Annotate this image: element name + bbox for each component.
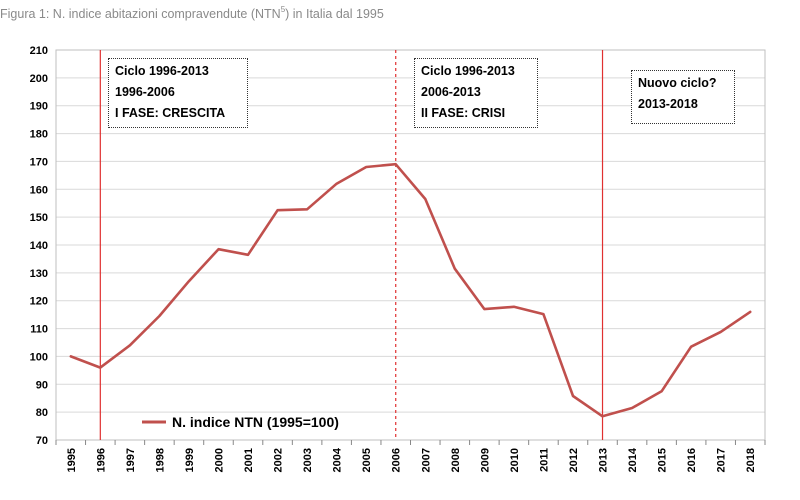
- caption-footnote-ref: 5: [280, 5, 286, 14]
- y-tick-label: 160: [30, 184, 48, 196]
- annotation-line: 2006-2013: [421, 85, 481, 99]
- y-tick-label: 180: [30, 129, 48, 141]
- annotation-new-cycle: Nuovo ciclo? 2013-2018: [631, 70, 735, 124]
- x-tick-label: 2016: [686, 448, 698, 472]
- y-tick-label: 190: [30, 101, 48, 113]
- caption-tail: ) in Italia dal 1995: [285, 7, 384, 22]
- x-tick-label: 2012: [568, 448, 580, 472]
- legend-label: N. indice NTN (1995=100): [172, 414, 339, 430]
- x-tick-label: 2017: [716, 448, 728, 472]
- annotation-line: Ciclo 1996-2013: [115, 64, 209, 78]
- series-line: [69, 162, 752, 418]
- y-tick-label: 70: [36, 435, 48, 447]
- annotation-line: I FASE: CRESCITA: [115, 106, 226, 120]
- x-tick-label: 2005: [361, 448, 373, 472]
- annotation-line: 1996-2006: [115, 85, 175, 99]
- y-tick-label: 210: [30, 45, 48, 57]
- x-tick-label: 2008: [450, 448, 462, 472]
- annotation-phase-2: Ciclo 1996-2013 2006-2013 II FASE: CRISI: [414, 58, 538, 128]
- x-tick-label: 1999: [184, 448, 196, 472]
- annotation-phase-1: Ciclo 1996-2013 1996-2006 I FASE: CRESCI…: [108, 58, 248, 128]
- x-tick-label: 1995: [66, 448, 78, 472]
- y-tick-label: 130: [30, 268, 48, 280]
- x-tick-label: 2006: [391, 448, 403, 472]
- y-tick-label: 80: [36, 407, 48, 419]
- x-tick-label: 2001: [243, 448, 255, 472]
- annotation-line: Nuovo ciclo?: [638, 76, 717, 90]
- annotation-line: 2013-2018: [638, 97, 698, 111]
- caption-main: Figura 1: N. indice abitazioni compraven…: [0, 7, 281, 22]
- y-tick-label: 150: [30, 212, 48, 224]
- x-tick-label: 2003: [302, 448, 314, 472]
- x-tick-label: 1997: [125, 448, 137, 472]
- y-tick-label: 110: [30, 324, 48, 336]
- x-tick-label: 2007: [420, 448, 432, 472]
- x-tick-label: 1998: [154, 448, 166, 472]
- x-tick-label: 2010: [509, 448, 521, 472]
- y-tick-label: 200: [30, 73, 48, 85]
- x-tick-label: 2015: [657, 448, 669, 472]
- y-tick-label: 170: [30, 156, 48, 168]
- annotation-line: II FASE: CRISI: [421, 106, 506, 120]
- x-tick-label: 2011: [538, 448, 550, 472]
- x-tick-label: 2009: [479, 448, 491, 472]
- x-tick-label: 2013: [598, 448, 610, 472]
- y-tick-label: 140: [30, 240, 48, 252]
- y-tick-label: 90: [36, 379, 48, 391]
- x-tick-label: 2014: [627, 447, 639, 472]
- x-tick-label: 1996: [95, 448, 107, 472]
- figure-caption: Figura 1: N. indice abitazioni compraven…: [0, 5, 384, 22]
- x-tick-label: 2002: [273, 448, 285, 472]
- x-tick-label: 2018: [745, 448, 757, 472]
- y-tick-label: 100: [30, 351, 48, 363]
- y-tick-label: 120: [30, 296, 48, 308]
- x-tick-label: 2000: [213, 448, 225, 472]
- x-tick-label: 2004: [332, 447, 344, 472]
- annotation-line: Ciclo 1996-2013: [421, 64, 515, 78]
